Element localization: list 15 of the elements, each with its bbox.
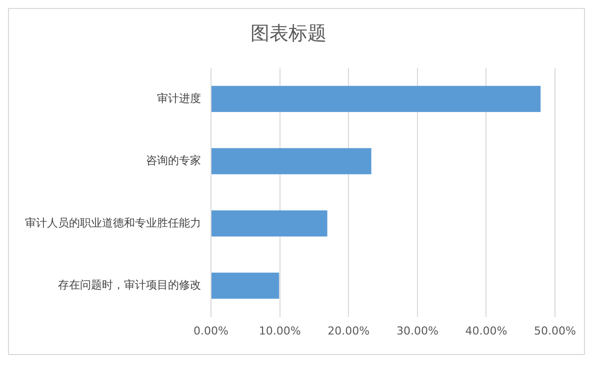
y-tick-label: 审计人员的职业道德和专业胜任能力 — [25, 216, 201, 230]
bar — [212, 210, 328, 236]
y-tick-label: 咨询的专家 — [146, 154, 201, 168]
bar — [212, 86, 541, 112]
bar — [212, 148, 372, 174]
x-tick-label: 40.00% — [465, 324, 508, 338]
x-tick-label: 30.00% — [396, 324, 438, 338]
bar — [212, 272, 280, 299]
x-tick-label: 20.00% — [328, 324, 370, 338]
x-tick-label: 50.00% — [534, 324, 576, 338]
x-tick-label: 0.00% — [194, 324, 228, 338]
x-tick-label: 10.00% — [258, 324, 301, 338]
y-tick-label: 审计进度 — [157, 92, 201, 105]
y-tick-label: 存在问题时，审计项目的修改 — [58, 278, 201, 292]
chart-title: 图表标题 — [250, 22, 326, 44]
